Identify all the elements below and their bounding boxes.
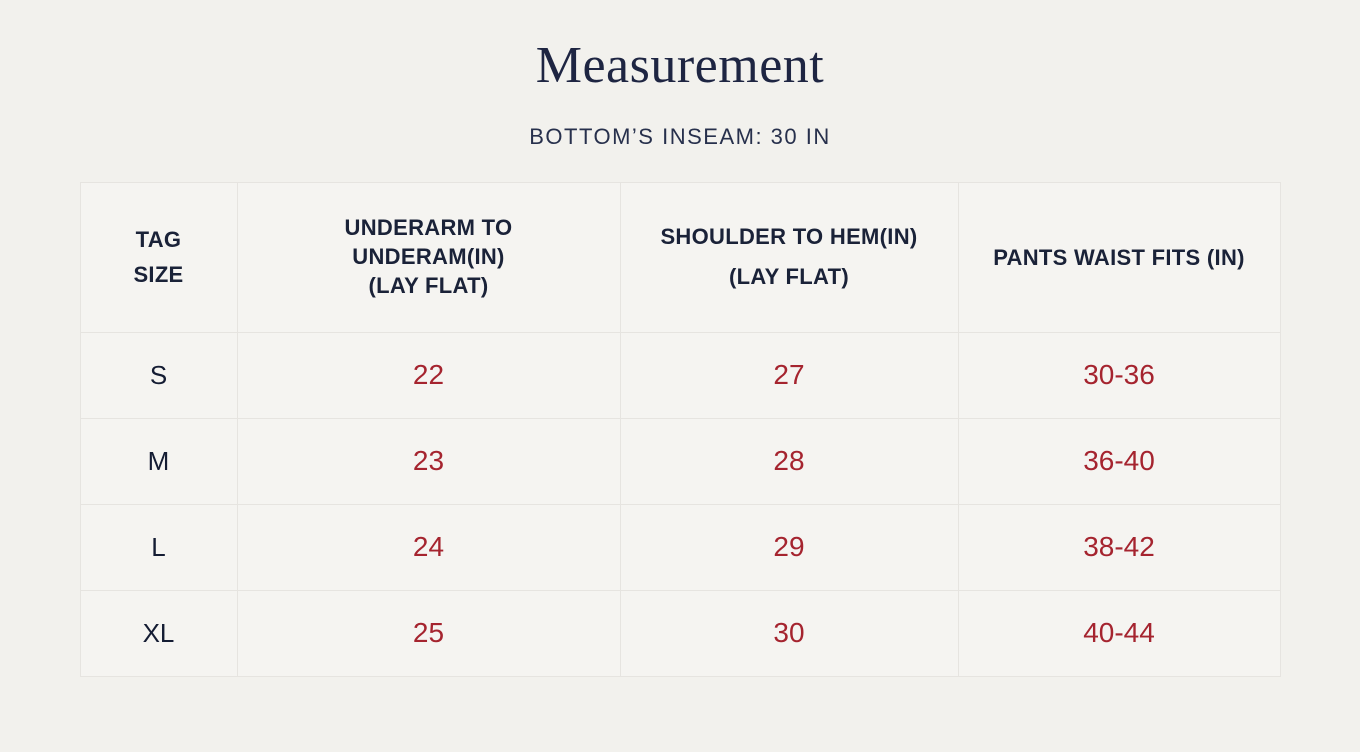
page-title: Measurement bbox=[535, 37, 825, 94]
cell-shoulder: 27 bbox=[619, 331, 959, 419]
cell-underarm: 24 bbox=[236, 503, 621, 591]
col-header-tag-size: TAG SIZE bbox=[79, 181, 238, 333]
cell-shoulder: 30 bbox=[619, 589, 959, 677]
table-header-row: TAG SIZE UNDERARM TO UNDERAM(IN) (LAY FL… bbox=[79, 181, 1281, 333]
cell-waist: 30-36 bbox=[957, 331, 1281, 419]
col-header-underarm: UNDERARM TO UNDERAM(IN) (LAY FLAT) bbox=[236, 181, 621, 333]
cell-underarm: 23 bbox=[236, 417, 621, 505]
cell-size: S bbox=[79, 331, 238, 419]
measurement-table: TAG SIZE UNDERARM TO UNDERAM(IN) (LAY FL… bbox=[79, 181, 1281, 677]
cell-size: L bbox=[79, 503, 238, 591]
cell-underarm: 22 bbox=[236, 331, 621, 419]
col-header-shoulder: SHOULDER TO HEM(IN) (LAY FLAT) bbox=[619, 181, 959, 333]
cell-shoulder: 28 bbox=[619, 417, 959, 505]
cell-waist: 36-40 bbox=[957, 417, 1281, 505]
cell-size: M bbox=[79, 417, 238, 505]
cell-waist: 38-42 bbox=[957, 503, 1281, 591]
cell-waist: 40-44 bbox=[957, 589, 1281, 677]
cell-underarm: 25 bbox=[236, 589, 621, 677]
inseam-subtitle: BOTTOM’S INSEAM: 30 IN bbox=[529, 123, 831, 149]
cell-shoulder: 29 bbox=[619, 503, 959, 591]
table-row-l: L 24 29 38-42 bbox=[79, 503, 1281, 591]
col-header-pants-waist: PANTS WAIST FITS (IN) bbox=[957, 181, 1281, 333]
cell-size: XL bbox=[79, 589, 238, 677]
table-row-s: S 22 27 30-36 bbox=[79, 331, 1281, 419]
table-row-m: M 23 28 36-40 bbox=[79, 417, 1281, 505]
table-row-xl: XL 25 30 40-44 bbox=[79, 589, 1281, 677]
